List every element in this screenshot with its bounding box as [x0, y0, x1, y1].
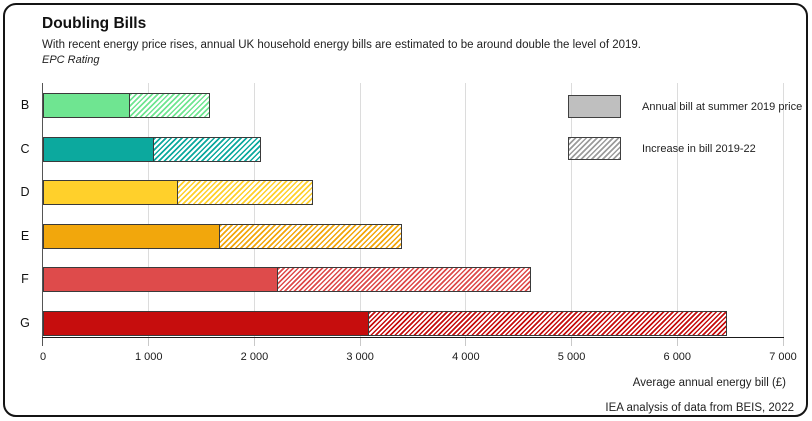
category-label-f: F — [21, 272, 29, 286]
bar-g[interactable] — [43, 310, 727, 336]
bar-b-increase-segment[interactable] — [129, 93, 210, 118]
bar-d-2019-segment[interactable] — [43, 180, 179, 205]
legend-label: Increase in bill 2019-22 — [642, 142, 756, 155]
bar-g-2019-segment[interactable] — [43, 310, 369, 336]
x-tick-label: 2 000 — [240, 351, 269, 363]
axis-tick — [465, 338, 467, 346]
category-label-g: G — [20, 315, 30, 330]
legend-label: Annual bill at summer 2019 price — [642, 100, 803, 113]
legend-item-solid: Annual bill at summer 2019 price — [568, 95, 802, 118]
axis-tick — [253, 338, 255, 346]
axis-group-label: EPC Rating — [42, 54, 100, 66]
chart-title: Doubling Bills — [42, 15, 147, 32]
bar-d-increase-segment[interactable] — [178, 180, 313, 205]
bar-e[interactable] — [43, 223, 403, 249]
category-label-c: C — [20, 141, 30, 156]
bar-g-increase-segment[interactable] — [368, 310, 727, 336]
bar-c-increase-segment[interactable] — [154, 136, 261, 162]
bar-b[interactable] — [43, 93, 210, 118]
gridline — [782, 83, 784, 337]
category-label-b: B — [20, 98, 30, 112]
bar-f[interactable] — [43, 267, 532, 292]
gridline — [676, 83, 678, 337]
x-tick-label: 6 000 — [663, 351, 692, 363]
bar-e-2019-segment[interactable] — [43, 223, 220, 249]
bar-c-2019-segment[interactable] — [43, 136, 154, 162]
axis-tick — [359, 338, 361, 346]
category-label-e: E — [20, 228, 30, 243]
legend-swatch-hatch — [568, 137, 621, 160]
x-axis-line — [41, 336, 784, 338]
axis-tick — [148, 338, 150, 346]
gridline — [359, 83, 361, 337]
y-axis-line — [41, 83, 43, 346]
axis-tick — [571, 338, 573, 346]
bar-b-2019-segment[interactable] — [43, 93, 130, 118]
axis-tick — [782, 338, 784, 346]
bar-f-increase-segment[interactable] — [277, 267, 532, 292]
x-tick-label: 7 000 — [769, 351, 797, 363]
bar-f-2019-segment[interactable] — [43, 267, 278, 292]
legend-item-hatch: Increase in bill 2019-22 — [568, 137, 756, 160]
bar-e-increase-segment[interactable] — [219, 223, 403, 249]
chart-card: Doubling Bills With recent energy price … — [3, 3, 808, 417]
bar-d[interactable] — [43, 180, 313, 205]
gridline — [571, 83, 573, 337]
gridline — [148, 83, 150, 337]
x-tick-label: 0 — [39, 351, 47, 363]
x-tick-label: 3 000 — [346, 351, 374, 363]
x-tick-label: 1 000 — [134, 351, 163, 363]
axis-tick — [676, 338, 678, 346]
chart-subtitle: With recent energy price rises, annual U… — [42, 39, 641, 51]
source-note: IEA analysis of data from BEIS, 2022 — [605, 402, 794, 414]
category-label-d: D — [20, 185, 30, 199]
x-tick-label: 4 000 — [452, 351, 480, 363]
x-axis-title: Average annual energy bill (£) — [632, 377, 786, 389]
bar-c[interactable] — [43, 136, 261, 162]
gridline — [253, 83, 255, 337]
x-tick-label: 5 000 — [557, 351, 586, 363]
legend-swatch-solid — [568, 95, 621, 118]
gridline — [465, 83, 467, 337]
